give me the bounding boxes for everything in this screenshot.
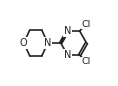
Text: N: N — [44, 38, 52, 48]
Text: Cl: Cl — [82, 20, 91, 29]
Text: N: N — [64, 50, 71, 60]
Text: Cl: Cl — [82, 57, 91, 66]
Text: N: N — [64, 26, 71, 36]
Text: O: O — [20, 38, 27, 48]
